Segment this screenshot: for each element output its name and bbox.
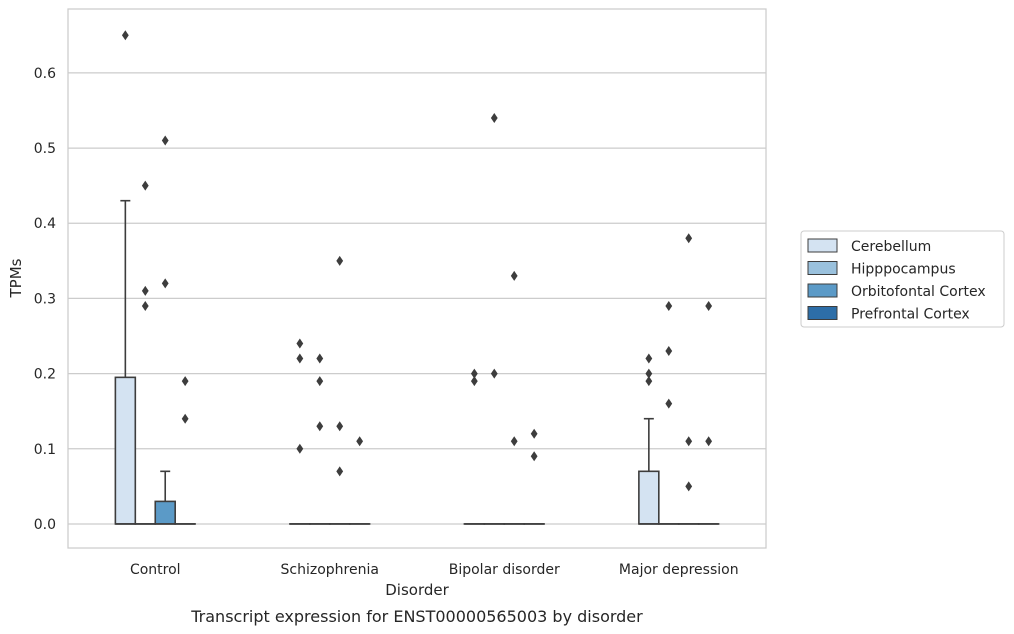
box-group bbox=[503, 270, 525, 525]
legend-label: Hipppocampus bbox=[851, 262, 956, 278]
outlier-point bbox=[470, 368, 478, 379]
figure-caption: Transcript expression for ENST0000056500… bbox=[190, 607, 643, 626]
outlier-point bbox=[530, 428, 538, 439]
box-group bbox=[348, 436, 371, 525]
y-axis-ticks: 0.0 0.1 0.2 0.3 0.4 0.5 0.6 bbox=[34, 66, 56, 533]
outlier-point bbox=[490, 113, 498, 124]
outlier-point bbox=[685, 233, 693, 244]
outlier-point bbox=[685, 436, 693, 447]
y-tick-label: 0.4 bbox=[34, 216, 56, 232]
outlier-point bbox=[181, 376, 189, 387]
legend-swatch bbox=[807, 283, 838, 298]
legend-swatch bbox=[807, 306, 838, 320]
x-tick-label: Control bbox=[130, 562, 181, 578]
outlier-point bbox=[141, 180, 149, 191]
y-tick-label: 0.0 bbox=[34, 517, 56, 533]
grid-lines bbox=[68, 72, 766, 525]
outlier-point bbox=[336, 421, 344, 432]
outlier-point bbox=[705, 436, 713, 447]
box bbox=[114, 376, 137, 525]
outlier-point bbox=[470, 376, 478, 387]
legend-swatch bbox=[807, 238, 838, 253]
y-tick-label: 0.2 bbox=[34, 367, 56, 383]
box-group bbox=[154, 135, 176, 525]
y-tick-label: 0.3 bbox=[34, 291, 56, 307]
outlier-point bbox=[161, 278, 169, 289]
x-axis-ticks: Control Schizophrenia Bipolar disorder Majo… bbox=[130, 562, 739, 578]
outlier-point bbox=[645, 376, 653, 387]
legend-label: Cerebellum bbox=[851, 239, 931, 255]
x-axis-title: Disorder bbox=[385, 581, 449, 599]
box-group bbox=[134, 180, 157, 525]
outlier-point bbox=[510, 270, 518, 281]
x-tick-label: Bipolar disorder bbox=[449, 562, 560, 578]
box bbox=[154, 500, 176, 525]
plot-frame bbox=[67, 8, 767, 549]
outlier-point bbox=[645, 368, 653, 379]
outlier-point bbox=[490, 368, 498, 379]
outlier-point bbox=[316, 376, 324, 387]
outlier-point bbox=[296, 353, 304, 364]
legend-swatch bbox=[807, 261, 838, 275]
outlier-point bbox=[336, 255, 344, 266]
outlier-point bbox=[316, 353, 324, 364]
outlier-point bbox=[121, 30, 129, 41]
outlier-point bbox=[336, 466, 344, 477]
y-tick-label: 0.6 bbox=[34, 66, 56, 82]
box-group bbox=[638, 353, 660, 525]
legend-frame bbox=[800, 230, 1005, 328]
x-tick-label: Schizophrenia bbox=[281, 562, 379, 578]
outlier-point bbox=[665, 346, 673, 357]
outlier-point bbox=[356, 436, 364, 447]
y-axis-title: TPMs bbox=[7, 258, 25, 298]
legend-label: Prefrontal Cortex bbox=[851, 307, 970, 323]
box-group bbox=[289, 338, 311, 525]
y-tick-label: 0.1 bbox=[34, 442, 56, 458]
outlier-point bbox=[665, 300, 673, 311]
box-group bbox=[309, 353, 331, 525]
box-group bbox=[697, 300, 720, 525]
outlier-point bbox=[685, 481, 693, 492]
box-group bbox=[174, 376, 196, 525]
outlier-point bbox=[705, 300, 713, 311]
outlier-point bbox=[181, 413, 189, 424]
outlier-point bbox=[296, 443, 304, 454]
box-group bbox=[523, 428, 545, 525]
outlier-point bbox=[510, 436, 518, 447]
box-marks bbox=[114, 30, 720, 525]
box-group bbox=[114, 30, 137, 525]
legend-label: Orbitofontal Cortex bbox=[851, 284, 986, 300]
box-group bbox=[483, 113, 506, 525]
legend: Cerebellum Hipppocampus Orbitofontal Corte… bbox=[800, 230, 1005, 328]
box-group bbox=[328, 255, 351, 525]
outlier-point bbox=[316, 421, 324, 432]
box bbox=[638, 470, 660, 525]
outlier-point bbox=[161, 135, 169, 146]
outlier-point bbox=[141, 300, 149, 311]
y-tick-label: 0.5 bbox=[34, 141, 56, 157]
outlier-point bbox=[296, 338, 304, 349]
outlier-point bbox=[645, 353, 653, 364]
outlier-point bbox=[665, 398, 673, 409]
box-group bbox=[463, 368, 486, 525]
outlier-point bbox=[141, 285, 149, 296]
x-tick-label: Major depression bbox=[619, 562, 739, 578]
box-group bbox=[677, 233, 700, 525]
outlier-point bbox=[530, 451, 538, 462]
box-group bbox=[658, 300, 680, 525]
